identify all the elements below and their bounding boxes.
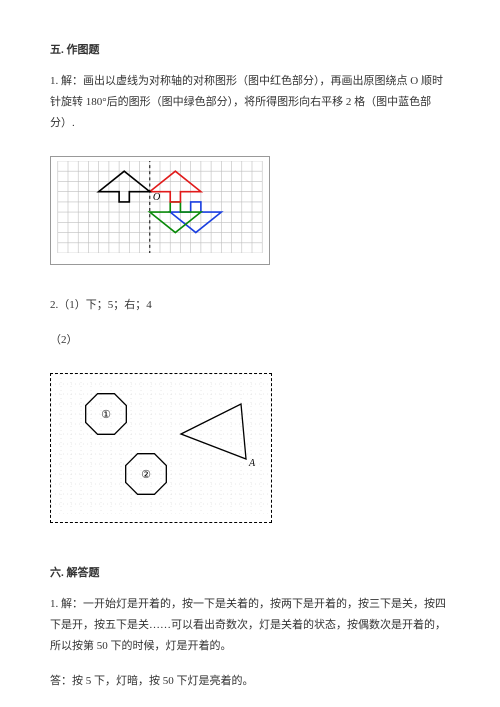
svg-text:O: O — [153, 191, 161, 202]
problem-5-2-2-label: （2） — [50, 330, 450, 351]
svg-text:①: ① — [101, 409, 111, 421]
svg-text:②: ② — [141, 469, 151, 481]
problem-5-2-1: 2.（1）下；5；右；4 — [50, 295, 450, 316]
svg-text:A: A — [248, 458, 256, 469]
section-6-title: 六. 解答题 — [50, 563, 450, 584]
problem-6-1-text: 1. 解：一开始灯是开着的，按一下是关着的，按两下是开着的，按三下是关，按四下是… — [50, 594, 450, 657]
figure-5-2: ① ② A — [50, 373, 272, 523]
figure-5-1-svg: O — [55, 161, 265, 253]
figure-5-1: O — [50, 156, 270, 266]
problem-6-1-answer: 答：按 5 下，灯暗，按 50 下灯是亮着的。 — [50, 671, 450, 692]
section-5-title: 五. 作图题 — [50, 40, 450, 61]
figure-5-2-svg: ① ② A — [51, 374, 271, 514]
problem-5-1-text: 1. 解：画出以虚线为对称轴的对称图形（图中红色部分），再画出原图绕点 O 顺时… — [50, 71, 450, 134]
